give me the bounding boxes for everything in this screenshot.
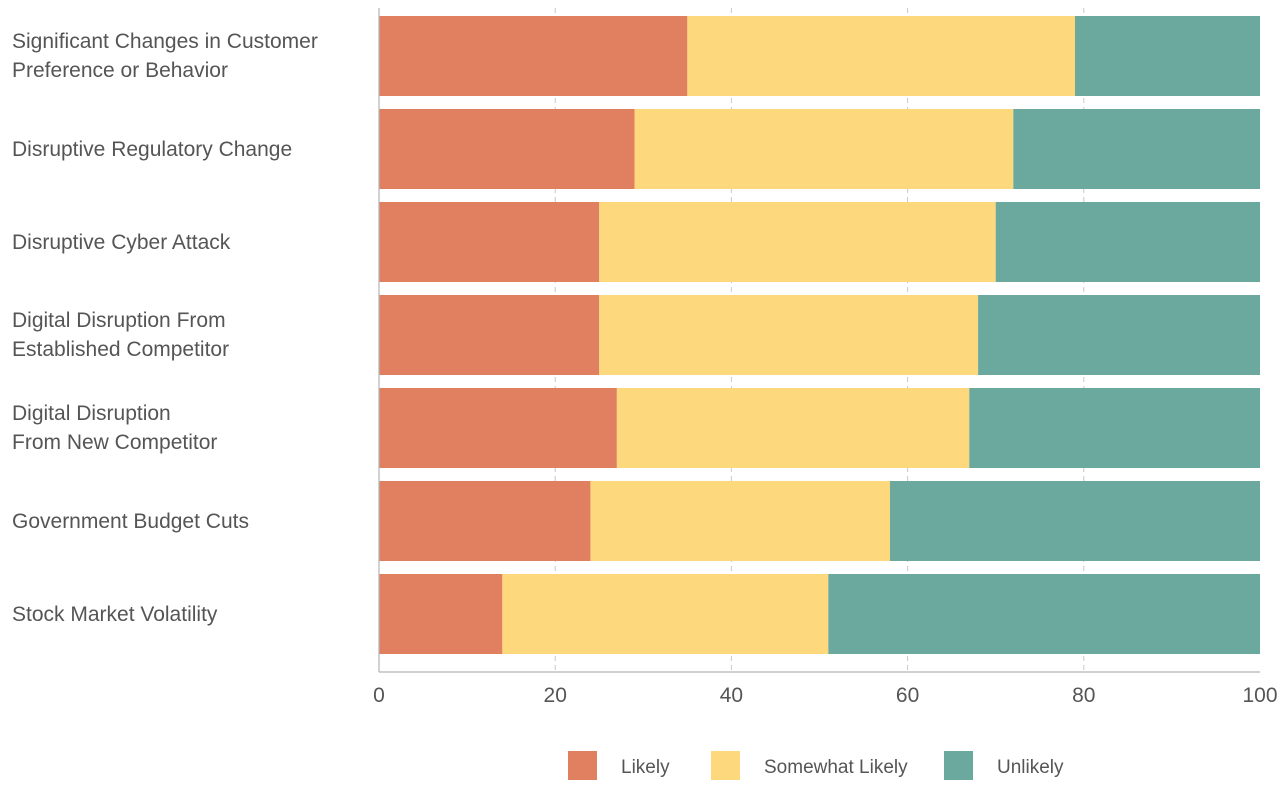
bar-likely <box>379 202 600 282</box>
x-tick-label: 0 <box>373 684 385 707</box>
bar-somewhat-likely <box>590 481 890 561</box>
x-tick-label: 20 <box>544 684 567 707</box>
category-label-line: From New Competitor <box>12 431 218 454</box>
bar-unlikely <box>828 574 1260 654</box>
bar-likely <box>379 295 600 375</box>
category-label-line: Preference or Behavior <box>12 59 228 82</box>
category-label-line: Digital Disruption <box>12 402 171 425</box>
bar-likely <box>379 574 503 654</box>
category-label-line: Government Budget Cuts <box>12 509 249 533</box>
x-tick-label: 40 <box>720 684 743 707</box>
category-label-line: Disruptive Regulatory Change <box>12 137 293 161</box>
bar-unlikely <box>1013 109 1260 189</box>
legend-swatch-unlikely <box>944 751 973 780</box>
category-label-line: Digital Disruption From <box>12 309 226 332</box>
bar-unlikely <box>969 388 1260 468</box>
bar-somewhat-likely <box>599 202 996 282</box>
category-label: Digital Disruption From New Competitor <box>12 399 362 457</box>
bar-likely <box>379 388 617 468</box>
category-label-line: Significant Changes in Customer <box>12 30 318 53</box>
category-label-line: Established Competitor <box>12 338 230 361</box>
bar-likely <box>379 481 591 561</box>
category-label-line: Disruptive Cyber Attack <box>12 230 231 254</box>
bar-somewhat-likely <box>616 388 970 468</box>
bar-unlikely <box>889 481 1260 561</box>
category-label: Stock Market Volatility <box>12 600 362 629</box>
x-tick-label: 60 <box>896 684 919 707</box>
bar-somewhat-likely <box>599 295 979 375</box>
legend-swatch-likely <box>568 751 597 780</box>
x-tick-label: 80 <box>1072 684 1095 707</box>
legend-label: Likely <box>621 757 670 778</box>
category-label: Disruptive Cyber Attack <box>12 228 362 257</box>
bar-likely <box>379 109 635 189</box>
bar-likely <box>379 16 688 96</box>
x-tick-label: 100 <box>1242 684 1277 707</box>
category-label: Digital Disruption From Established Compe… <box>12 306 362 364</box>
bar-somewhat-likely <box>634 109 1014 189</box>
bar-unlikely <box>995 202 1260 282</box>
category-label: Disruptive Regulatory Change <box>12 135 362 164</box>
category-label: Government Budget Cuts <box>12 507 362 536</box>
bar-unlikely <box>978 295 1260 375</box>
legend-swatch-somewhat-likely <box>711 751 740 780</box>
category-label: Significant Changes in Customer Preferenc… <box>12 27 362 85</box>
bar-unlikely <box>1074 16 1260 96</box>
bar-somewhat-likely <box>502 574 829 654</box>
legend-label: Somewhat Likely <box>764 757 908 778</box>
category-label-line: Stock Market Volatility <box>12 602 218 626</box>
bar-somewhat-likely <box>687 16 1075 96</box>
legend-label: Unlikely <box>997 757 1064 778</box>
